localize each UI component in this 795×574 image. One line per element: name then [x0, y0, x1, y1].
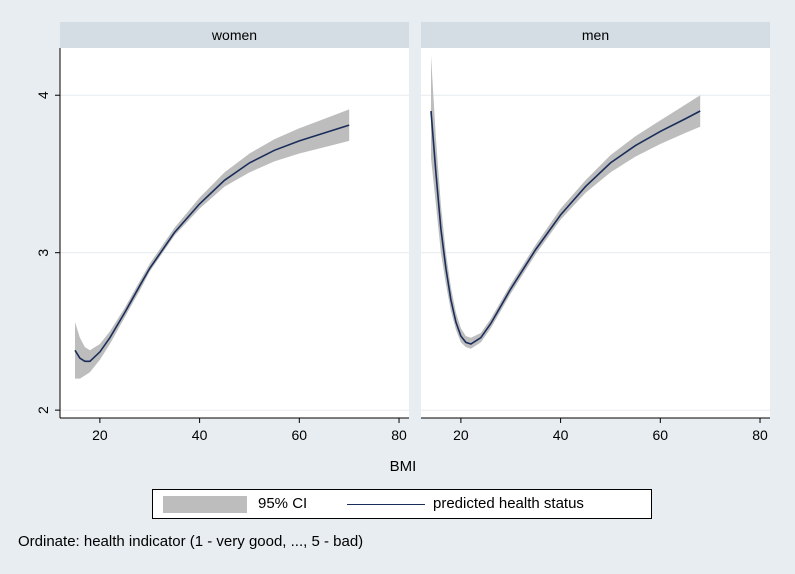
legend-label-ci: 95% CI — [258, 495, 308, 512]
legend: 95% CI predicted health status — [152, 489, 652, 519]
x-tick-label-80: 80 — [752, 427, 768, 443]
fit-line-women — [74, 124, 350, 363]
y-tick-label-4: 4 — [35, 91, 51, 99]
ordinate-note: Ordinate: health indicator (1 - very goo… — [18, 533, 364, 550]
legend-swatch-line — [347, 504, 425, 505]
ci-band-men — [431, 55, 701, 349]
x-tick-label-20: 20 — [92, 427, 108, 443]
legend-label-line: predicted health status — [433, 495, 584, 512]
y-tick-label-2: 2 — [35, 406, 51, 414]
legend-swatch-ci — [163, 496, 247, 513]
fit-line-men — [430, 110, 701, 345]
x-tick-label-20: 20 — [453, 427, 469, 443]
x-tick-label-60: 60 — [292, 427, 308, 443]
x-tick-label-80: 80 — [391, 427, 407, 443]
ci-band-women — [75, 109, 350, 379]
y-tick-label-3: 3 — [35, 249, 51, 257]
x-tick-label-40: 40 — [192, 427, 208, 443]
x-tick-label-60: 60 — [653, 427, 669, 443]
panel-title-women: women — [211, 27, 257, 43]
panel-strip-men — [421, 22, 770, 48]
panel-strip-women — [60, 22, 409, 48]
panel-title-men: men — [582, 27, 609, 43]
x-axis-title: BMI — [390, 458, 417, 475]
plot-area-men — [421, 48, 770, 418]
x-tick-label-40: 40 — [553, 427, 569, 443]
plot-area-women — [60, 48, 409, 418]
